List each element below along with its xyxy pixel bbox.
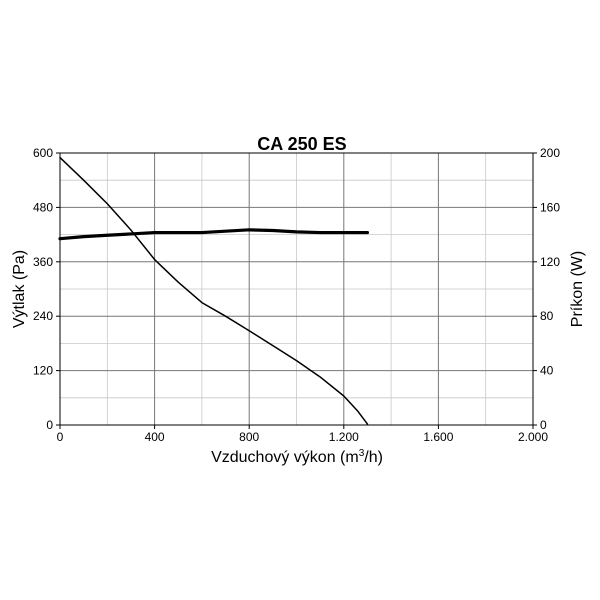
y-left-tick-label: 360 [33,255,53,269]
y-left-tick-label: 240 [33,309,53,323]
x-tick-label: 1.600 [423,430,453,444]
y-right-tick-label: 120 [540,255,560,269]
y-right-axis-label: Príkon (W) [569,251,586,327]
chart-title: CA 250 ES [257,134,346,154]
x-tick-label: 1.200 [329,430,359,444]
pressure-curve-line [59,156,369,425]
x-axis-label-tail: /h) [364,449,383,466]
minor-grid [60,153,533,425]
y-right-tick-label: 160 [540,200,560,214]
y-left-axis-tick-labels: 0 120 240 360 480 600 [33,146,60,432]
y-right-axis-tick-labels: 0 40 80 120 160 200 [533,146,560,432]
series-layer [58,156,370,425]
y-left-axis-label: Výtlak (Pa) [11,250,28,328]
x-tick-label: 0 [57,430,64,444]
x-axis-label: Vzduchový výkon (m3/h) [211,448,383,466]
major-grid [60,153,533,425]
y-right-tick-label: 80 [540,309,554,323]
y-left-tick-label: 600 [33,146,53,160]
x-tick-label: 400 [145,430,165,444]
y-right-tick-label: 40 [540,364,554,378]
y-right-tick-label: 200 [540,146,560,160]
plot-frame [59,152,534,426]
y-left-tick-label: 120 [33,364,53,378]
y-left-tick-label: 480 [33,200,53,214]
x-tick-label: 800 [239,430,259,444]
power-curve-line [58,228,370,241]
y-left-tick-label: 0 [46,418,53,432]
x-axis-tick-labels: 0 400 800 1.200 1.600 2.000 [57,425,548,444]
x-tick-label: 2.000 [518,430,548,444]
x-axis-label-superscript: 3 [359,448,365,459]
x-axis-label-main: Vzduchový výkon (m [211,449,359,466]
y-right-tick-label: 0 [540,418,547,432]
